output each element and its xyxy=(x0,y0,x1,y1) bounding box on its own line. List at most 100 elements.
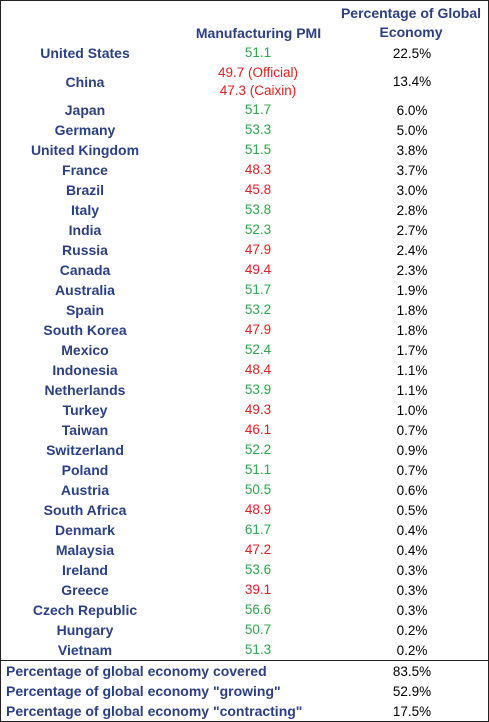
summary-row: Percentage of global economy covered 83.5… xyxy=(1,661,488,681)
pmi-value: 48.3 xyxy=(169,160,347,180)
share-value: 0.2% xyxy=(396,642,428,658)
share-value: 0.2% xyxy=(396,622,428,638)
country-name: South Africa xyxy=(43,502,127,518)
table-row: China 49.7 (Official) 47.3 (Caixin) 13.4% xyxy=(1,63,488,100)
table-row: Germany 53.3 5.0% xyxy=(1,120,488,140)
pmi-value: 51.1 xyxy=(169,460,347,480)
country-name: Australia xyxy=(55,282,115,298)
table-row: Taiwan 46.1 0.7% xyxy=(1,420,488,440)
country-name: Vietnam xyxy=(57,642,113,658)
share-value: 1.8% xyxy=(396,302,428,318)
pmi-reading: 53.8 xyxy=(244,202,272,217)
pmi-reading: 51.1 xyxy=(244,45,272,60)
table-row: Denmark 61.7 0.4% xyxy=(1,520,488,540)
table-row: United States 51.1 22.5% xyxy=(1,43,488,63)
country-name: Malaysia xyxy=(55,542,115,558)
country-name: United States xyxy=(40,45,130,61)
pmi-reading: 53.3 xyxy=(244,122,272,137)
pmi-value: 47.2 xyxy=(169,540,347,560)
pmi-reading: 51.5 xyxy=(244,142,272,157)
table-row: Malaysia 47.2 0.4% xyxy=(1,540,488,560)
table-row: Mexico 52.4 1.7% xyxy=(1,340,488,360)
pmi-reading: 56.6 xyxy=(244,602,272,617)
share-value: 0.5% xyxy=(396,502,428,518)
share-value: 0.6% xyxy=(396,482,428,498)
country-name: China xyxy=(65,73,105,90)
table-row: Netherlands 53.9 1.1% xyxy=(1,380,488,400)
pmi-value: 45.8 xyxy=(169,180,347,200)
country-name: Poland xyxy=(61,462,109,478)
share-value: 0.4% xyxy=(396,542,428,558)
share-value: 0.3% xyxy=(396,582,428,598)
summary-label: Percentage of global economy "growing" xyxy=(6,683,281,699)
pmi-reading: 50.5 xyxy=(244,482,272,497)
summary-value: 17.5% xyxy=(392,703,432,719)
pmi-reading: 49.3 xyxy=(244,402,272,417)
country-name: Switzerland xyxy=(46,442,124,458)
pmi-value: 49.7 (Official) 47.3 (Caixin) xyxy=(169,63,347,100)
pmi-value: 52.2 xyxy=(169,440,347,460)
country-name: Canada xyxy=(59,262,111,278)
pmi-reading: 49.7 (Official) xyxy=(217,64,299,80)
pmi-reading: 48.3 xyxy=(244,162,272,177)
pmi-value: 52.4 xyxy=(169,340,347,360)
pmi-reading: 48.9 xyxy=(244,502,272,517)
share-value: 2.4% xyxy=(396,242,428,258)
table-row: India 52.3 2.7% xyxy=(1,220,488,240)
country-name: Italy xyxy=(70,202,99,218)
country-name: Taiwan xyxy=(61,422,109,438)
table-row: Italy 53.8 2.8% xyxy=(1,200,488,220)
pmi-value: 53.3 xyxy=(169,120,347,140)
pmi-reading: 47.9 xyxy=(244,322,272,337)
pmi-reading: 39.1 xyxy=(244,582,272,597)
pmi-reading: 48.4 xyxy=(244,362,272,377)
share-value: 0.4% xyxy=(396,522,428,538)
pmi-reading: 51.1 xyxy=(244,462,272,477)
pmi-value: 51.5 xyxy=(169,140,347,160)
share-value: 1.7% xyxy=(396,342,428,358)
table-row: Switzerland 52.2 0.9% xyxy=(1,440,488,460)
pmi-reading: 46.1 xyxy=(244,422,272,437)
country-name: India xyxy=(68,222,102,238)
country-name: Netherlands xyxy=(44,382,126,398)
share-value: 0.9% xyxy=(396,442,428,458)
pmi-reading: 53.2 xyxy=(244,302,272,317)
pmi-value: 50.5 xyxy=(169,480,347,500)
pmi-reading: 52.4 xyxy=(244,342,272,357)
share-value: 2.3% xyxy=(396,262,428,278)
country-name: Hungary xyxy=(56,622,114,638)
country-name: Greece xyxy=(61,582,109,598)
summary-row: Percentage of global economy "growing" 52… xyxy=(1,681,488,701)
share-value: 0.3% xyxy=(396,602,428,618)
share-value: 0.3% xyxy=(396,562,428,578)
table-row: Spain 53.2 1.8% xyxy=(1,300,488,320)
pmi-value: 52.3 xyxy=(169,220,347,240)
share-value: 1.1% xyxy=(396,382,428,398)
summary-label: Percentage of global economy covered xyxy=(6,663,267,679)
share-value: 22.5% xyxy=(392,45,432,61)
country-name: Mexico xyxy=(61,342,109,358)
share-value: 3.0% xyxy=(396,182,428,198)
summary-divider xyxy=(1,660,488,661)
pmi-reading: 47.3 (Caixin) xyxy=(219,82,297,98)
table-row: South Korea 47.9 1.8% xyxy=(1,320,488,340)
pmi-value: 53.8 xyxy=(169,200,347,220)
country-name: Germany xyxy=(54,122,116,138)
country-name: Spain xyxy=(65,302,105,318)
country-name: United Kingdom xyxy=(30,142,140,158)
table-row: Brazil 45.8 3.0% xyxy=(1,180,488,200)
country-name: Russia xyxy=(62,242,108,258)
pmi-reading: 52.3 xyxy=(244,222,272,237)
pmi-value: 48.9 xyxy=(169,500,347,520)
table-row: Canada 49.4 2.3% xyxy=(1,260,488,280)
pmi-reading: 53.6 xyxy=(244,562,272,577)
pmi-reading: 47.2 xyxy=(244,542,272,557)
summary-value: 83.5% xyxy=(392,663,432,679)
table-row: Turkey 49.3 1.0% xyxy=(1,400,488,420)
pmi-reading: 51.7 xyxy=(244,282,272,297)
share-value: 3.7% xyxy=(396,162,428,178)
table-row: Hungary 50.7 0.2% xyxy=(1,620,488,640)
share-value: 2.7% xyxy=(396,222,428,238)
summary-value: 52.9% xyxy=(392,683,432,699)
